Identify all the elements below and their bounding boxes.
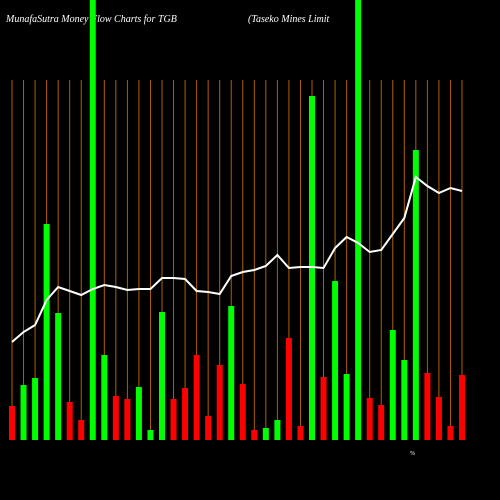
bar	[216, 365, 223, 440]
bar	[135, 387, 142, 440]
bar	[193, 355, 200, 440]
bar	[343, 374, 350, 440]
bar	[459, 375, 465, 440]
footer-mark: %	[410, 451, 415, 457]
bar	[32, 378, 39, 440]
bar	[112, 396, 119, 440]
bar	[332, 281, 339, 440]
bar	[297, 426, 304, 440]
bar	[435, 397, 442, 440]
bar	[182, 388, 189, 440]
bar	[285, 338, 292, 440]
bar	[355, 0, 362, 440]
bar	[55, 313, 62, 440]
bar	[378, 405, 385, 440]
bar	[66, 402, 73, 440]
bar	[43, 224, 50, 440]
bar	[20, 385, 27, 440]
bar	[101, 355, 108, 440]
bar	[274, 420, 281, 440]
bar	[228, 306, 235, 440]
bar	[251, 430, 258, 440]
bar	[239, 384, 246, 440]
bar	[424, 373, 431, 440]
bar	[89, 0, 96, 440]
bar	[389, 330, 396, 440]
bar	[170, 399, 177, 440]
bar	[401, 360, 408, 440]
bar	[147, 430, 154, 440]
bar	[412, 150, 419, 440]
bar	[447, 426, 454, 440]
bar	[366, 398, 373, 440]
money-flow-line	[11, 175, 463, 343]
bar	[9, 406, 15, 440]
bar	[159, 312, 165, 440]
chart-subtitle: (Taseko Mines Limit	[248, 14, 330, 25]
bar	[205, 416, 212, 440]
bar	[124, 399, 131, 440]
bar	[262, 428, 269, 440]
bar	[320, 377, 327, 440]
bar	[78, 420, 85, 440]
